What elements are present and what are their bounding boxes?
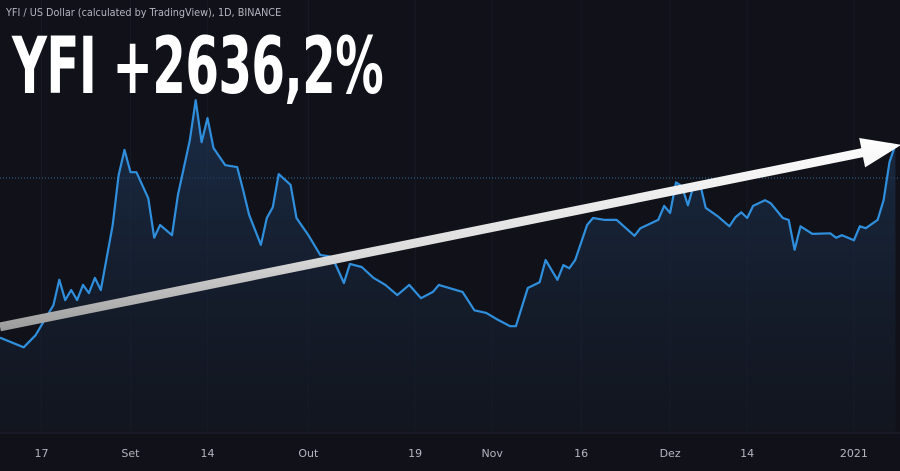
price-line[interactable] bbox=[0, 99, 897, 349]
x-tick-label: 14 bbox=[201, 447, 215, 460]
x-tick-label: Dez bbox=[660, 447, 681, 460]
x-axis: 17 Set 14 Out 19 Nov 16 Dez 14 2021 bbox=[35, 447, 868, 460]
x-tick-label: Nov bbox=[481, 447, 503, 460]
price-area-fill bbox=[0, 100, 896, 433]
x-tick-label: Set bbox=[121, 447, 140, 460]
x-tick-label: 19 bbox=[408, 447, 422, 460]
x-tick-label: 16 bbox=[574, 447, 588, 460]
trend-arrow-icon bbox=[0, 138, 900, 332]
chart-source-title: YFI / US Dollar (calculated by TradingVi… bbox=[6, 6, 282, 19]
x-tick-label: Out bbox=[298, 447, 319, 460]
x-tick-label: 14 bbox=[740, 447, 754, 460]
x-tick-label: 17 bbox=[35, 447, 49, 460]
performance-headline: YFI +2636,2% bbox=[12, 22, 384, 112]
x-tick-label: 2021 bbox=[840, 447, 868, 460]
